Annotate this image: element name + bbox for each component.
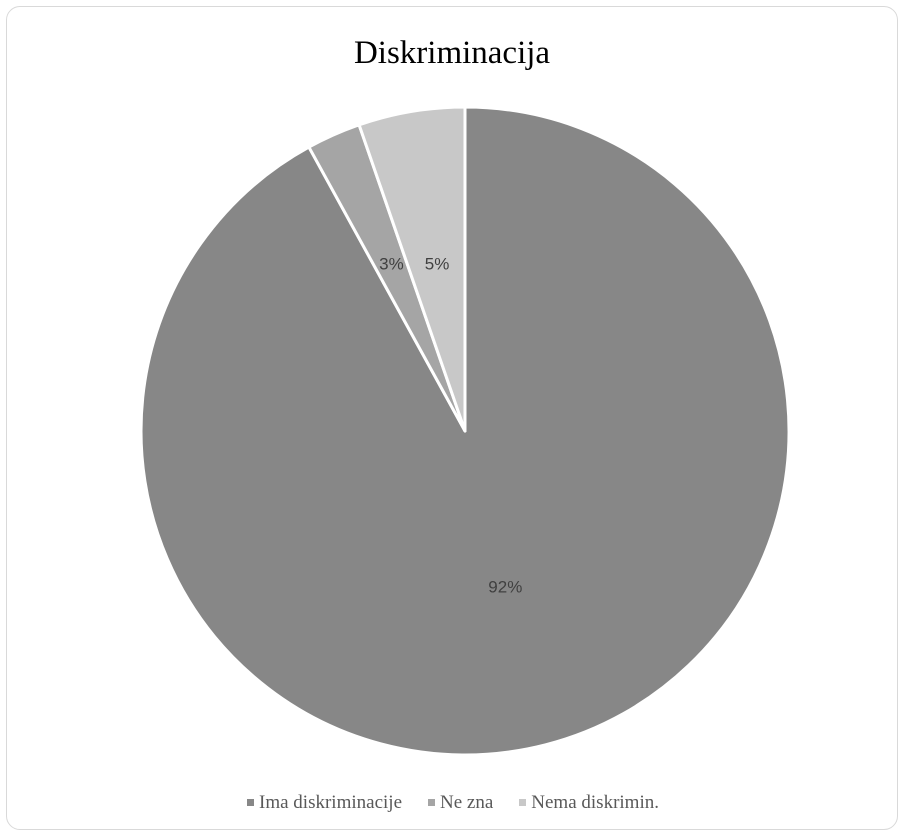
legend-item-ne-zna: Ne zna — [428, 793, 493, 812]
legend-item-ima-diskriminacije: Ima diskriminacije — [247, 793, 402, 812]
slice-data-label: 92% — [488, 577, 522, 596]
legend: Ima diskriminacije Ne zna Nema diskrimin… — [0, 793, 906, 812]
legend-item-nema-diskrimin: Nema diskrimin. — [519, 793, 659, 812]
pie-slice-nema-diskrimin — [357, 105, 467, 433]
legend-label: Ne zna — [440, 792, 494, 813]
legend-swatch — [519, 799, 527, 806]
chart-title: Diskriminacija — [353, 35, 551, 71]
slice-data-label: 3% — [379, 255, 404, 274]
pie-labels: 92% 3% 5% — [379, 254, 522, 596]
slice-data-label: 5% — [425, 254, 450, 273]
legend-swatch — [428, 799, 435, 806]
legend-swatch — [247, 799, 255, 806]
legend-label: Ima diskriminacije — [259, 792, 402, 813]
pie-slices — [139, 105, 791, 757]
legend-label: Nema diskrimin. — [531, 792, 659, 813]
